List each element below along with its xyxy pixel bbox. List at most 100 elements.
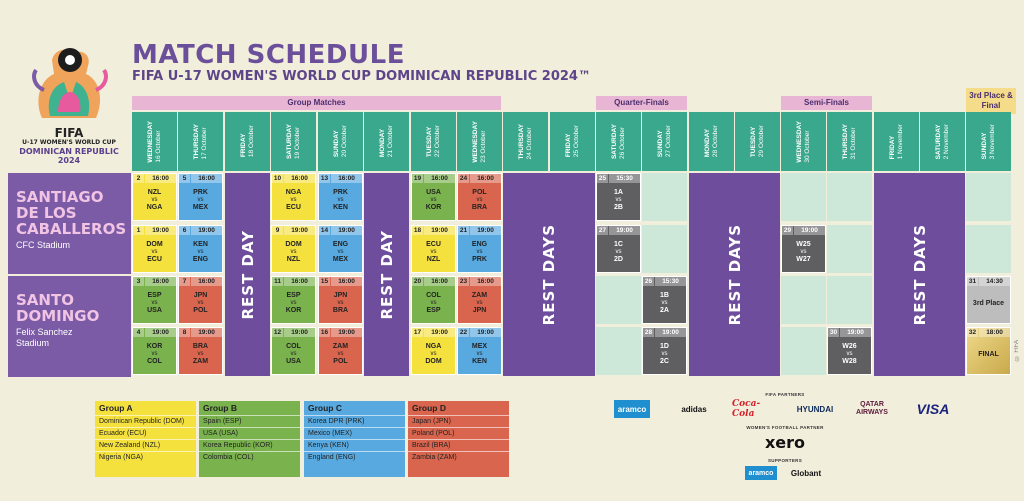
match-card[interactable]: 25 15:30 1A vs 2B [596, 173, 641, 221]
day-header-text: FRIDAY 25 October [565, 125, 581, 157]
match-card[interactable]: 15 16:00 JPN vs BRA [318, 276, 363, 324]
day-header: SATURDAY 26 October [596, 112, 641, 171]
group-name: Group D [412, 403, 446, 413]
match-card[interactable]: 1 19:00 DOM vs ECU [132, 225, 177, 273]
match-card[interactable]: 20 16:00 COL vs ESP [411, 276, 456, 324]
match-card[interactable]: 10 16:00 NGA vs ECU [271, 173, 316, 221]
team-1: 1C [614, 241, 623, 248]
match-teams: KOR vs COL [133, 337, 176, 366]
match-card[interactable]: 30 19:00 W26 vs W28 [827, 327, 872, 375]
day-date: 28 October [711, 125, 719, 158]
match-teams: ENG vs PRK [458, 235, 501, 264]
venue-stadium: CFC Stadium [16, 240, 71, 250]
match-time: 16:00 [191, 277, 222, 286]
day-date: 26 October [618, 126, 626, 160]
group-team: Korea Republic (KOR) [199, 439, 300, 451]
match-card[interactable]: 19 16:00 USA vs KOR [411, 173, 456, 221]
aramco-supporter-logo: aramco [745, 466, 777, 480]
day-header-text: FRIDAY 18 October [240, 125, 256, 157]
empty-slot [781, 276, 826, 324]
match-card[interactable]: 28 19:00 1D vs 2C [642, 327, 687, 375]
match-number: 25 [597, 174, 608, 183]
match-time: 19:00 [840, 328, 871, 337]
hyundai-logo: HYUNDAI [796, 404, 834, 414]
match-card[interactable]: 23 16:00 ZAM vs JPN [457, 276, 502, 324]
match-card[interactable]: 13 16:00 PRK vs KEN [318, 173, 363, 221]
empty-slot [966, 173, 1011, 221]
match-card[interactable]: 9 19:00 DOM vs NZL [271, 225, 316, 273]
match-card[interactable]: 3 16:00 ESP vs USA [132, 276, 177, 324]
group-team: Japan (JPN) [408, 415, 509, 427]
match-number: 13 [319, 174, 330, 183]
match-card[interactable]: 5 16:00 PRK vs MEX [178, 173, 223, 221]
match-header: 12 19:00 [272, 328, 315, 337]
match-card[interactable]: 6 19:00 KEN vs ENG [178, 225, 223, 273]
match-card[interactable]: 26 15:30 1B vs 2A [642, 276, 687, 324]
match-number: 27 [597, 226, 608, 235]
match-card[interactable]: 4 19:00 KOR vs COL [132, 327, 177, 375]
match-teams: COL vs USA [272, 337, 315, 366]
team-2: ECU [147, 256, 162, 263]
match-header: 25 15:30 [597, 174, 640, 183]
team-2: ENG [192, 256, 209, 263]
match-number: 3 [133, 277, 144, 286]
match-card[interactable]: 8 19:00 BRA vs ZAM [178, 327, 223, 375]
match-card[interactable]: 32 18:00 FINAL [966, 327, 1011, 375]
empty-slot [596, 276, 641, 324]
stage-group-matches: Group Matches [132, 96, 501, 110]
team-1: COL [286, 343, 301, 350]
match-card[interactable]: 21 19:00 ENG vs PRK [457, 225, 502, 273]
team-2: JPN [472, 307, 487, 314]
match-card[interactable]: 24 16:00 POL vs BRA [457, 173, 502, 221]
match-header: 6 19:00 [179, 226, 222, 235]
day-header-text: TUESDAY 29 October [750, 125, 766, 157]
empty-slot [827, 276, 872, 324]
match-card[interactable]: 27 19:00 1C vs 2D [596, 225, 641, 273]
match-number: 32 [967, 328, 978, 337]
match-number: 18 [412, 226, 423, 235]
vs-label: vs [290, 249, 297, 255]
day-date: 24 October [525, 127, 533, 160]
page-subtitle: FIFA U-17 WOMEN'S WORLD CUP DOMINICAN RE… [132, 69, 591, 84]
empty-slot [642, 225, 687, 273]
group-team: Nigeria (NGA) [95, 451, 196, 463]
group-team: Zambia (ZAM) [408, 451, 509, 463]
group-team: Ecuador (ECU) [95, 427, 196, 439]
match-header: 26 15:30 [643, 277, 686, 286]
match-card[interactable]: 7 16:00 JPN vs POL [178, 276, 223, 324]
match-card[interactable]: 11 16:00 ESP vs KOR [271, 276, 316, 324]
match-card[interactable]: 16 19:00 ZAM vs POL [318, 327, 363, 375]
vs-label: vs [151, 300, 158, 306]
match-time: 16:00 [284, 174, 315, 183]
venue-city-line: DOMINGO [16, 307, 100, 325]
vs-label: vs [151, 249, 158, 255]
day-header: FRIDAY 18 October [225, 112, 270, 171]
vs-label: vs [476, 351, 483, 357]
match-number: 30 [828, 328, 839, 337]
day-header: MONDAY 21 October [364, 112, 409, 171]
day-date: 31 October [849, 127, 857, 160]
match-card[interactable]: 17 19:00 NGA vs DOM [411, 327, 456, 375]
match-header: 27 19:00 [597, 226, 640, 235]
group-team: England (ENG) [304, 451, 405, 463]
team-1: FINAL [978, 351, 999, 358]
match-number: 24 [458, 174, 469, 183]
match-teams: ESP vs USA [133, 286, 176, 315]
empty-slot [596, 327, 641, 375]
match-card[interactable]: 18 19:00 ECU vs NZL [411, 225, 456, 273]
match-card[interactable]: 31 14:30 3rd Place [966, 276, 1011, 324]
match-card[interactable]: 2 16:00 NZL vs NGA [132, 173, 177, 221]
match-time: 16:00 [470, 174, 501, 183]
day-of-week: FRIDAY [888, 135, 896, 160]
match-number: 16 [319, 328, 330, 337]
day-date: 2 November [942, 123, 950, 160]
day-header-text: THURSDAY 17 October [193, 124, 209, 160]
team-1: ENG [332, 241, 349, 248]
match-time: 19:00 [794, 226, 825, 235]
match-card[interactable]: 22 19:00 MEX vs KEN [457, 327, 502, 375]
match-card[interactable]: 14 19:00 ENG vs MEX [318, 225, 363, 273]
match-card[interactable]: 29 19:00 W25 vs W27 [781, 225, 826, 273]
match-card[interactable]: 12 19:00 COL vs USA [271, 327, 316, 375]
match-teams: 1B vs 2A [643, 286, 686, 315]
day-header: THURSDAY 17 October [178, 112, 223, 171]
